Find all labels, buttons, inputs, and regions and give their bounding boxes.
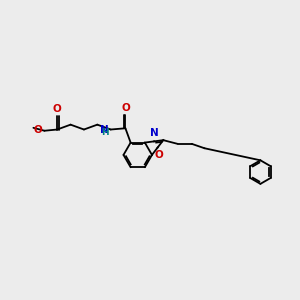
Text: O: O: [53, 104, 62, 114]
Text: O: O: [34, 125, 43, 135]
Text: N: N: [150, 128, 158, 138]
Text: O: O: [121, 103, 130, 113]
Text: H: H: [101, 128, 109, 137]
Text: O: O: [154, 150, 163, 160]
Text: N: N: [100, 124, 109, 134]
